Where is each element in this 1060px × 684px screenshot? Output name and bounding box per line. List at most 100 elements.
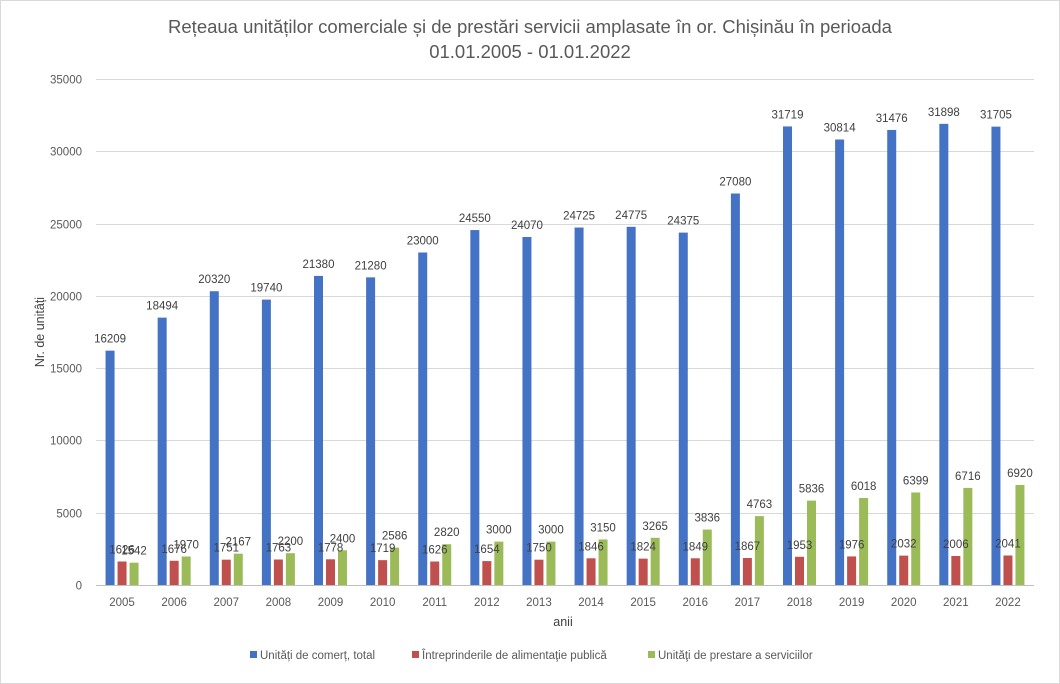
data-label: 23000 — [407, 235, 439, 247]
data-label: 3836 — [694, 513, 720, 525]
bar-3 — [911, 492, 921, 585]
data-label: 2586 — [382, 531, 408, 543]
bar-1 — [418, 252, 428, 585]
bar-3 — [754, 516, 764, 585]
bar-3 — [233, 553, 243, 585]
chart-title-line-2: 01.01.2005 - 01.01.2022 — [429, 41, 631, 62]
y-tick-label: 20000 — [50, 292, 82, 304]
x-tick-label: 2006 — [161, 597, 187, 609]
data-label: 20320 — [198, 274, 230, 286]
data-label: 2400 — [330, 533, 356, 545]
y-tick-label: 10000 — [50, 436, 82, 448]
data-label: 3000 — [538, 525, 564, 537]
bar-1 — [887, 129, 897, 586]
y-tick-label: 5000 — [56, 509, 82, 521]
bar-3 — [129, 562, 139, 585]
data-label: 24375 — [667, 216, 699, 228]
y-tick-label: 35000 — [50, 75, 82, 87]
data-label: 1824 — [630, 542, 656, 554]
bar-2 — [899, 555, 909, 585]
data-label: 19740 — [250, 283, 282, 295]
bar-3 — [650, 537, 660, 585]
x-tick-label: 2008 — [266, 597, 292, 609]
bar-3 — [285, 553, 295, 585]
data-label: 2167 — [225, 537, 251, 549]
x-tick-label: 2010 — [370, 597, 396, 609]
data-label: 21380 — [303, 259, 335, 271]
data-label: 27080 — [719, 177, 751, 189]
data-label: 31898 — [928, 107, 960, 119]
y-axis-title: Nr. de unitâți — [33, 297, 47, 367]
x-tick-label: 2021 — [943, 597, 969, 609]
data-label: 1626 — [109, 544, 135, 556]
data-label: 16209 — [94, 334, 126, 346]
data-label: 6716 — [955, 471, 981, 483]
bar-2 — [638, 558, 648, 585]
bar-1 — [314, 275, 323, 585]
bar-2 — [326, 559, 335, 585]
data-label: 24550 — [459, 213, 491, 225]
data-labels: 1620916261542184941676197020320175121671… — [94, 107, 1033, 558]
bar-2 — [586, 558, 596, 585]
x-tick-label: 2017 — [735, 597, 761, 609]
data-label: 3150 — [590, 522, 616, 534]
y-tick-label: 30000 — [50, 147, 82, 159]
bar-1 — [835, 139, 845, 586]
data-label: 6018 — [851, 481, 877, 493]
data-label: 1750 — [526, 543, 552, 555]
x-axis-title: anii — [553, 615, 572, 629]
chart-title: Rețeaua unităților comerciale și de pres… — [0, 14, 1060, 64]
bar-1 — [730, 193, 740, 586]
bar-1 — [366, 277, 376, 585]
bar-3 — [181, 556, 191, 585]
bar-2 — [847, 556, 857, 585]
data-label: 2820 — [434, 527, 460, 539]
bar-1 — [261, 299, 271, 585]
legend-label: Întreprinderile de alimentaţie publică — [421, 649, 607, 662]
bar-1 — [522, 237, 532, 585]
data-label: 1542 — [121, 546, 147, 558]
data-label: 31705 — [980, 110, 1012, 122]
legend: Unități de comerț, total Întreprinderile … — [250, 649, 813, 662]
data-label: 3000 — [486, 525, 512, 537]
bar-1 — [209, 291, 219, 585]
data-label: 1626 — [422, 544, 448, 556]
bar-2 — [221, 559, 231, 585]
x-tick-label: 2013 — [526, 597, 552, 609]
bar-3 — [546, 541, 556, 585]
bar-3 — [807, 500, 816, 585]
data-label: 21280 — [355, 260, 387, 272]
data-label: 1763 — [266, 543, 292, 555]
data-label: 1778 — [318, 542, 344, 554]
chart-title-line-1: Rețeaua unităților comerciale și de pres… — [168, 16, 892, 37]
data-label: 1849 — [682, 541, 708, 553]
x-tick-label: 2019 — [839, 597, 865, 609]
data-label: 24070 — [511, 220, 543, 232]
data-label: 24775 — [615, 210, 647, 222]
bar-1 — [157, 317, 167, 585]
bar-1 — [574, 227, 584, 585]
bar-2 — [482, 561, 492, 585]
data-label: 30814 — [824, 123, 857, 135]
x-tick-label: 2005 — [109, 597, 135, 609]
bar-1 — [626, 226, 636, 585]
bar-2 — [951, 555, 961, 585]
bar-2 — [430, 561, 440, 585]
data-label: 31719 — [772, 109, 804, 121]
data-label: 4763 — [747, 499, 773, 511]
bar-3 — [494, 541, 504, 585]
y-tick-label: 15000 — [50, 364, 82, 376]
data-label: 24725 — [563, 211, 595, 223]
data-label: 2200 — [278, 536, 304, 548]
bar-1 — [105, 350, 115, 585]
data-label: 6399 — [903, 475, 929, 487]
data-label: 1751 — [213, 543, 239, 555]
bar-3 — [598, 539, 608, 585]
x-tick-label: 2020 — [891, 597, 917, 609]
bar-2 — [117, 561, 127, 585]
data-label: 1976 — [839, 539, 865, 551]
x-tick-label: 2015 — [630, 597, 656, 609]
bar-2 — [795, 556, 804, 585]
bar-2 — [169, 560, 179, 585]
